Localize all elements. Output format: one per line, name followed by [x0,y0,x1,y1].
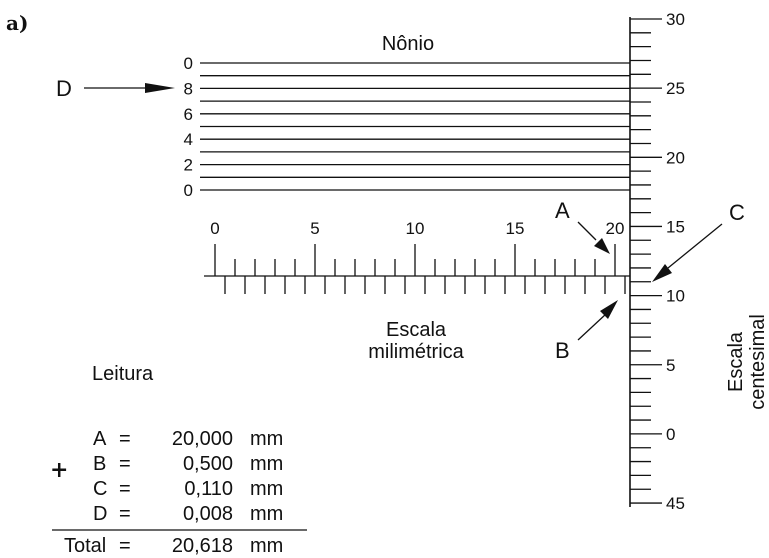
thimble-scale-label: 45 [666,494,685,513]
pointer-c-label: C [729,200,745,225]
thimble-scale-label: 10 [666,287,685,306]
thimble-scale-title-line1: Escala [725,331,747,392]
vernier-label: 0 [184,54,193,73]
reading-total-value: 20,618 [172,535,233,557]
thimble-scale-labels: 30 25 20 15 10 5 0 45 [666,10,685,513]
reading-rows: A = 20,000 mm B = 0,500 mm C = 0,110 mm D = 0,008 mm [93,428,283,525]
pointer-a-arrowhead [594,238,610,254]
reading-total-eq: = [119,535,131,557]
thimble-scale-label: 20 [666,148,685,167]
thimble-scale-label: 15 [666,217,685,236]
vernier-label: 8 [184,79,193,98]
thimble-scale-title-line2: centesimal [747,314,769,410]
reading-row-unit: mm [250,428,283,450]
reading-row: A = 20,000 mm [93,428,283,450]
reading-row-unit: mm [250,503,283,525]
reading-total-label: Total [64,535,106,557]
reading-total-unit: mm [250,535,283,557]
pointer-b-label: B [555,338,570,363]
main-scale-label: 5 [310,219,319,238]
vernier-label: 6 [184,105,193,124]
reading-plus-sign: + [50,457,68,483]
pointer-c-arrowhead [652,264,672,282]
main-scale-title-line2: milimétrica [368,341,464,363]
reading-row: D = 0,008 mm [93,503,283,525]
main-scale-label: 10 [406,219,425,238]
pointer-d-label: D [56,76,72,101]
thimble-scale-ticks [630,18,662,504]
pointer-a-line [577,221,597,241]
reading-row-unit: mm [250,478,283,500]
thimble-scale-label: 25 [666,79,685,98]
main-scale-ticks [214,244,626,294]
pointer-b-arrowhead [600,300,618,319]
reading-row-label: A [93,428,107,450]
reading-row-eq: = [119,428,131,450]
main-scale-labels: 0 5 10 15 20 [210,219,624,238]
reading-row-unit: mm [250,453,283,475]
thimble-scale-title: Escala centesimal [725,314,769,410]
vernier-label: 0 [184,181,193,200]
reading-title: Leitura [92,363,154,385]
reading-row-eq: = [119,503,131,525]
reading-row-label: D [93,503,107,525]
reading-row-value: 0,008 [183,503,233,525]
vernier-title: Nônio [382,33,434,55]
thimble-scale-label: 0 [666,425,675,444]
vernier-label: 4 [184,130,193,149]
reading-row-label: C [93,478,107,500]
thimble-scale-label: 5 [666,356,675,375]
vernier-label: 2 [184,156,193,175]
reading-row-eq: = [119,478,131,500]
reading-row-label: B [93,453,106,475]
reading-total-row: Total = 20,618 mm [64,535,283,557]
reading-row-value: 0,500 [183,453,233,475]
reading-row-value: 20,000 [172,428,233,450]
thimble-scale-label: 30 [666,10,685,29]
main-scale-label: 15 [506,219,525,238]
pointer-b-line [577,313,607,341]
figure-label: a) [6,11,28,35]
main-scale-title-line1: Escala [386,319,447,341]
reading-row-eq: = [119,453,131,475]
pointer-d-arrowhead [145,83,175,93]
reading-row-value: 0,110 [184,478,233,500]
reading-row: B = 0,500 mm [93,453,283,475]
pointer-c-line [667,223,723,269]
main-scale-label: 20 [606,219,625,238]
pointer-a-label: A [555,198,570,223]
vernier-lines [200,62,630,191]
vernier-labels: 0 8 6 4 2 0 [184,54,193,200]
reading-row: C = 0,110 mm [93,478,283,500]
main-scale-label: 0 [210,219,219,238]
